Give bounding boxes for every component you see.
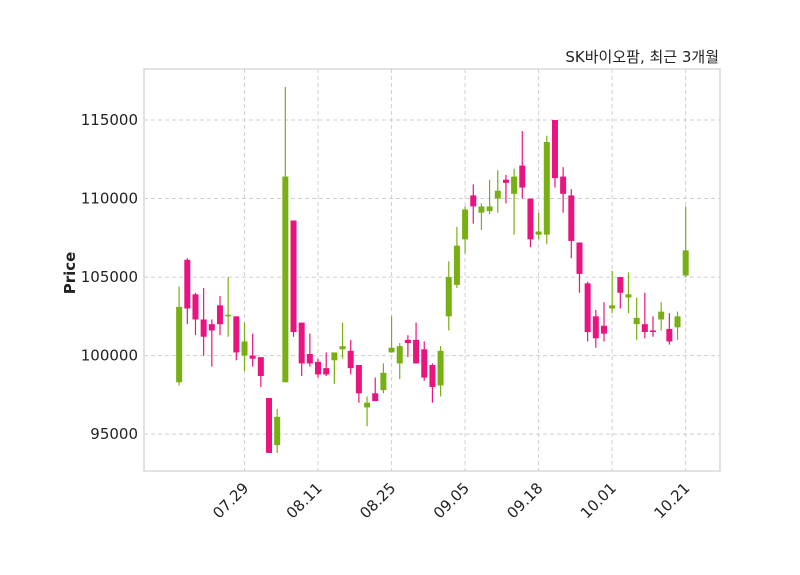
candle-body-down: [290, 220, 297, 333]
x-tick-label: 09.18: [503, 479, 546, 522]
candle-body-up: [331, 352, 338, 361]
candle-body-down: [650, 330, 657, 333]
candle-body-down: [355, 365, 362, 394]
candle-body-up: [625, 294, 632, 298]
x-tick-label: 08.25: [356, 479, 399, 522]
x-tick-label: 08.11: [283, 479, 326, 522]
candle-body-down: [551, 120, 558, 179]
candle-body-up: [658, 311, 665, 320]
chart-title: SK바이오팜, 최근 3개월: [565, 48, 719, 66]
plot-frame: [143, 68, 721, 472]
candle-body-down: [666, 328, 673, 342]
candle-body-down: [502, 179, 509, 183]
y-tick-label: 115000: [81, 111, 138, 129]
candle-body-down: [527, 198, 534, 240]
candle-body-up: [478, 206, 485, 213]
candle-body-up: [274, 416, 281, 446]
candle-body-up: [176, 306, 183, 383]
candle-body-down: [257, 357, 264, 376]
candle-body-down: [592, 316, 599, 339]
candle-body-up: [437, 350, 444, 386]
candle-body-down: [347, 350, 354, 369]
candle-body-down: [233, 316, 240, 353]
candle-body-up: [633, 317, 640, 325]
candle-body-down: [249, 355, 256, 359]
candle-body-up: [682, 250, 689, 276]
candle-body-down: [617, 277, 624, 293]
candle-body-up: [339, 346, 346, 350]
x-tick-label: 10.01: [577, 479, 620, 522]
candle-body-up: [543, 142, 550, 235]
candle-body-down: [470, 195, 477, 207]
x-axis-ticks: 07.29 08.11 08.25 09.05 09.18 10.01 10.21: [209, 479, 693, 522]
candle-body-up: [674, 316, 681, 328]
candle-body-down: [184, 259, 191, 309]
candle-body-down: [600, 325, 607, 334]
candle-body-down: [413, 339, 420, 364]
candle-body-up: [388, 347, 395, 353]
candle-body-up: [535, 231, 542, 235]
candle-body-up: [225, 314, 232, 317]
x-tick-label: 10.21: [650, 479, 693, 522]
candle-body-down: [641, 324, 648, 333]
candle-body-down: [216, 305, 223, 325]
candle-body-up: [511, 176, 518, 194]
candle-body-down: [576, 242, 583, 274]
candle-body-down: [568, 195, 575, 241]
y-tick-label: 95000: [90, 425, 138, 443]
candle-body-up: [494, 190, 501, 199]
candle-body-down: [560, 176, 567, 194]
candle-body-down: [200, 319, 207, 337]
candle-body-down: [404, 339, 411, 344]
candle-body-down: [519, 165, 526, 188]
candle-body-up: [241, 341, 248, 356]
y-tick-label: 105000: [81, 268, 138, 286]
gridlines: [144, 69, 720, 471]
candle-body-up: [396, 346, 403, 364]
y-tick-label: 100000: [81, 347, 138, 365]
candle-body-up: [282, 176, 289, 383]
candle-body-up: [364, 402, 371, 408]
candle-body-down: [584, 283, 591, 333]
candle-body-up: [445, 277, 452, 317]
candle-body-up: [486, 206, 493, 212]
candle-body-down: [298, 322, 305, 364]
y-axis-label: Price: [61, 252, 79, 295]
y-tick-label: 110000: [81, 190, 138, 208]
x-tick-label: 07.29: [209, 479, 252, 522]
candle-body-up: [453, 245, 460, 285]
candle-body-down: [208, 324, 215, 331]
candle-body-down: [266, 397, 273, 453]
candle-body-up: [380, 372, 387, 391]
candle-body-down: [372, 393, 379, 402]
candle-body-down: [323, 368, 330, 375]
y-axis-ticks: 95000 100000 105000 110000 115000: [81, 111, 138, 443]
candles: [176, 87, 689, 453]
candle-body-up: [609, 305, 616, 309]
candle-body-down: [421, 349, 428, 378]
candle-body-down: [315, 361, 322, 375]
candle-body-down: [429, 365, 436, 387]
candle-body-up: [462, 209, 469, 240]
candle-body-down: [192, 294, 199, 320]
x-tick-label: 09.05: [430, 479, 473, 522]
candle-body-down: [306, 354, 313, 364]
